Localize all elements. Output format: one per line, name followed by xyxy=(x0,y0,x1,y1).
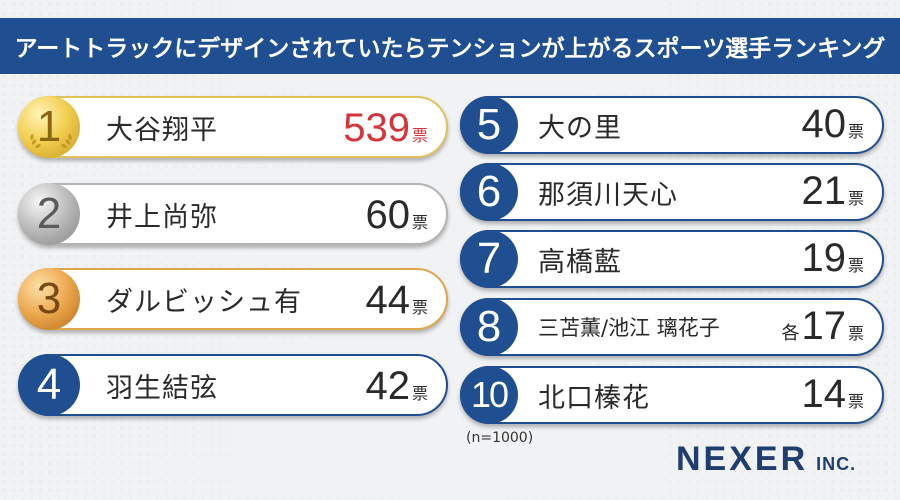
rank-badge: 4 xyxy=(18,354,80,416)
vote-unit: 票 xyxy=(847,189,864,208)
vote-count: 21 票 xyxy=(801,165,864,219)
vote-count: 44 票 xyxy=(365,270,428,328)
ranking-card-5: 5 大の里 40 票 xyxy=(460,96,884,154)
vote-number: 44 xyxy=(365,278,410,322)
vote-number: 40 xyxy=(801,102,846,146)
athlete-name: 井上尚弥 xyxy=(106,201,218,233)
ranking-card-10: 10 北口榛花 14 票 xyxy=(460,366,884,424)
title-banner: アートトラックにデザインされていたらテンションが上がるスポーツ選手ランキング xyxy=(0,18,900,74)
athlete-name: 那須川天心 xyxy=(538,179,678,211)
vote-unit: 票 xyxy=(411,298,428,317)
logo-main-text: NEXER xyxy=(676,440,809,478)
ranking-card-8: 8 三苫薫/池江 璃花子 各 17 票 xyxy=(460,298,884,356)
ranking-card-6: 6 那須川天心 21 票 xyxy=(460,163,884,221)
athlete-name: 羽生結弦 xyxy=(106,372,218,404)
rank-badge-silver: 2 xyxy=(18,183,80,245)
rank-badge-bronze: 3 xyxy=(18,268,80,330)
vote-number: 42 xyxy=(365,364,410,408)
ranking-card-3: 3 ダルビッシュ有 44 票 xyxy=(18,268,448,330)
vote-unit: 票 xyxy=(847,324,864,343)
ranking-card-2: 2 井上尚弥 60 票 xyxy=(18,183,448,245)
athlete-name: 大の里 xyxy=(538,112,622,144)
sample-size-note: (n=1000) xyxy=(466,430,534,446)
vote-count: 42 票 xyxy=(365,356,428,414)
vote-count: 60 票 xyxy=(365,185,428,243)
vote-unit: 票 xyxy=(411,213,428,232)
vote-number: 17 xyxy=(801,304,846,348)
rank-badge: 5 xyxy=(460,96,518,154)
rank-number: 6 xyxy=(476,167,502,216)
vote-unit: 票 xyxy=(847,256,864,275)
athlete-name: 三苫薫/池江 璃花子 xyxy=(538,316,720,340)
company-logo: NEXER INC. xyxy=(676,440,856,479)
rank-number: 4 xyxy=(36,360,62,409)
ranking-card-4: 4 羽生結弦 42 票 xyxy=(18,354,448,416)
rank-badge: 6 xyxy=(460,163,518,221)
vote-unit: 票 xyxy=(411,126,428,145)
vote-number: 19 xyxy=(801,236,846,280)
vote-count: 539 票 xyxy=(343,98,428,156)
vote-count: 40 票 xyxy=(801,98,864,152)
rank-number: 7 xyxy=(476,234,502,283)
vote-number: 21 xyxy=(801,169,846,213)
rank-number: 3 xyxy=(36,274,62,323)
vote-prefix: 各 xyxy=(781,323,800,344)
vote-unit: 票 xyxy=(847,392,864,411)
athlete-name: 高橋藍 xyxy=(538,246,622,278)
athlete-name: ダルビッシュ有 xyxy=(106,286,302,318)
rank-number: 5 xyxy=(476,100,502,149)
rank-number: 2 xyxy=(36,189,62,238)
rank-badge: 7 xyxy=(460,230,518,288)
athlete-name: 大谷翔平 xyxy=(106,114,218,146)
rank-badge: 8 xyxy=(460,298,518,356)
rank-badge-gold: 1 xyxy=(18,96,80,158)
logo-sub-text: INC. xyxy=(816,454,857,474)
vote-unit: 票 xyxy=(847,122,864,141)
vote-count: 19 票 xyxy=(801,232,864,286)
vote-unit: 票 xyxy=(411,384,428,403)
rank-number: 10 xyxy=(470,374,509,415)
ranking-card-1: 1 大谷翔平 539 票 xyxy=(18,96,448,158)
rank-number: 8 xyxy=(476,302,502,351)
rank-badge: 10 xyxy=(460,366,518,424)
rank-number: 1 xyxy=(36,102,62,151)
vote-number: 539 xyxy=(343,106,410,150)
vote-count: 各 17 票 xyxy=(781,300,864,354)
page-title: アートトラックにデザインされていたらテンションが上がるスポーツ選手ランキング xyxy=(14,36,886,62)
vote-number: 60 xyxy=(365,193,410,237)
vote-count: 14 票 xyxy=(801,368,864,422)
ranking-card-7: 7 高橋藍 19 票 xyxy=(460,230,884,288)
vote-number: 14 xyxy=(801,372,846,416)
athlete-name: 北口榛花 xyxy=(538,382,650,414)
